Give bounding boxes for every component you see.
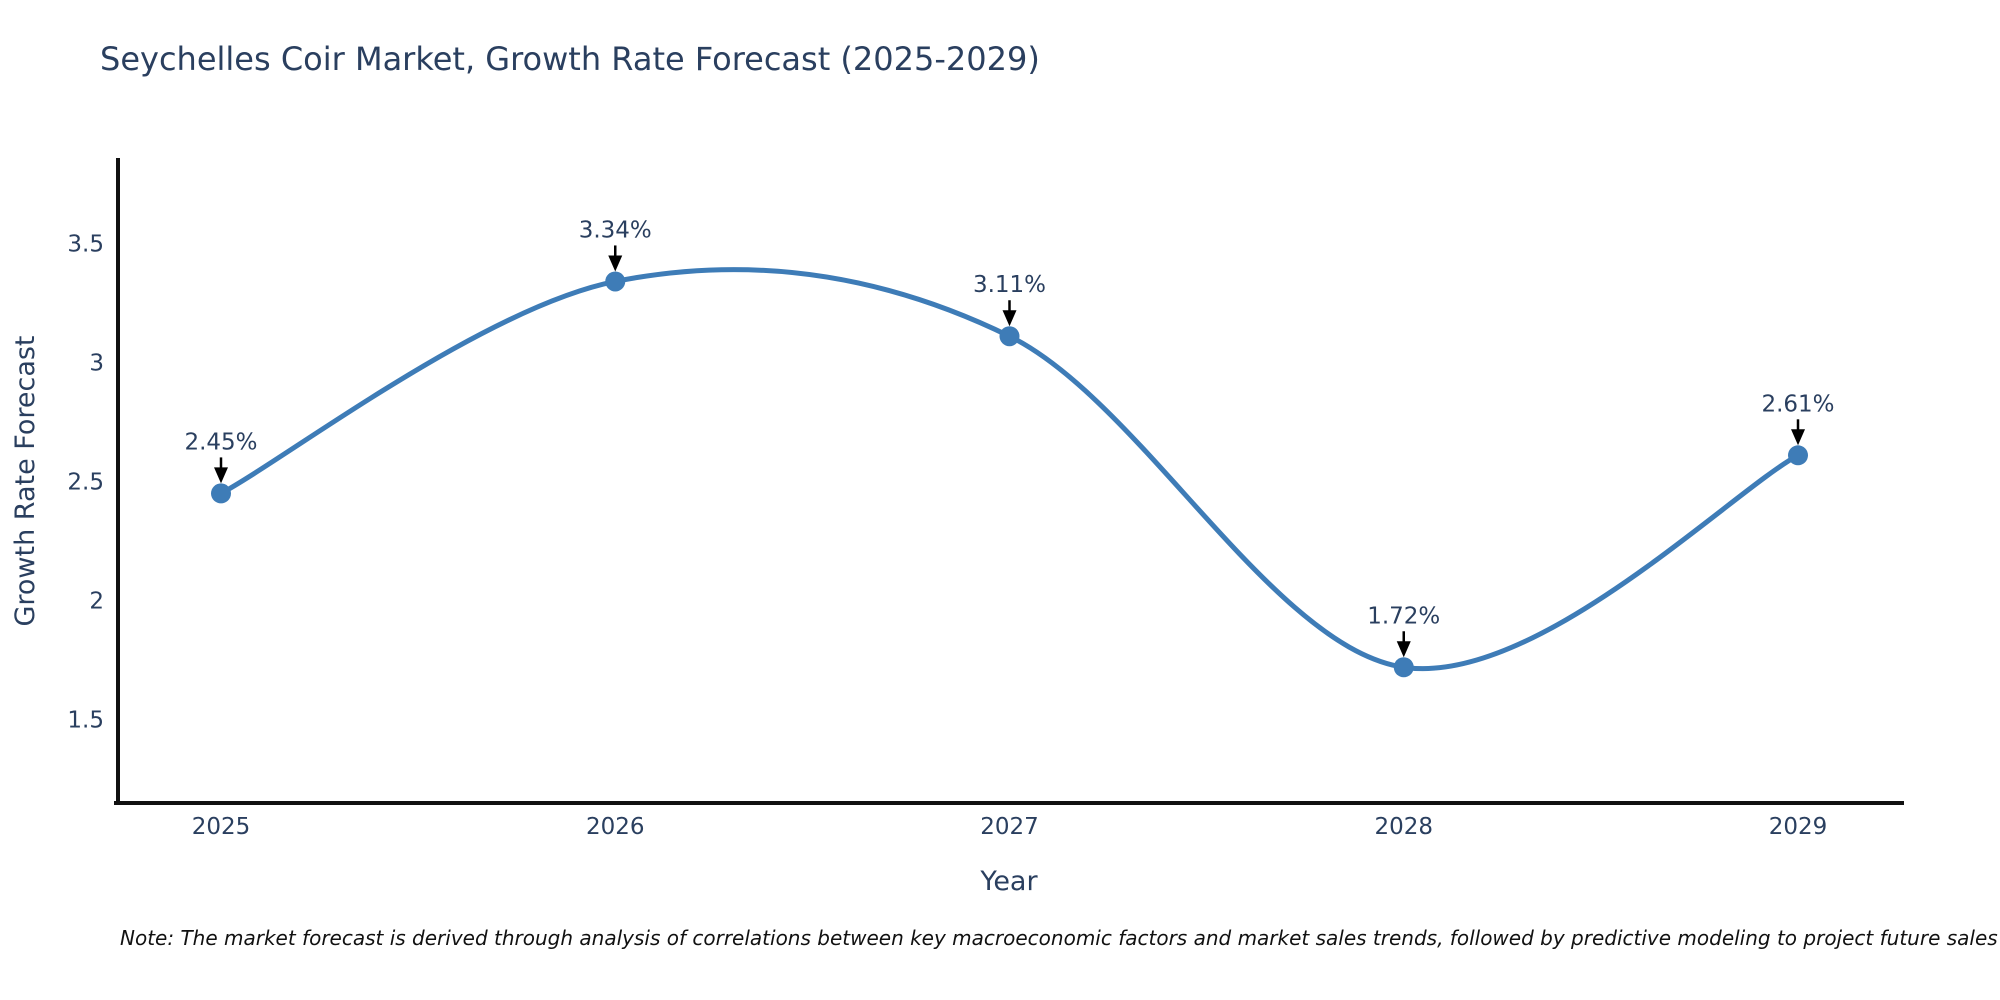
annotation-arrowhead-icon: [214, 467, 228, 484]
trend-line[interactable]: [218, 267, 1801, 672]
annotation-label: 3.11%: [973, 272, 1046, 298]
y-tick-label: 1.5: [67, 708, 104, 734]
data-point-2028[interactable]: [1393, 657, 1414, 678]
footnote: Note: The market forecast is derived thr…: [120, 926, 1998, 950]
point-annotation: 2.45%: [184, 429, 258, 484]
y-tick-label: 2.5: [67, 470, 104, 496]
annotation-arrowhead-icon: [1002, 310, 1017, 327]
annotation-label: 1.72%: [1367, 603, 1440, 629]
annotation-arrowhead-icon: [1791, 429, 1805, 446]
data-point-2027[interactable]: [999, 326, 1020, 347]
y-axis-title: Growth Rate Forecast: [10, 335, 41, 626]
x-tick-label: 2025: [192, 814, 251, 840]
x-tick-label: 2028: [1374, 814, 1433, 840]
point-annotation: 2.61%: [1761, 391, 1835, 446]
y-tick-label: 2: [89, 589, 104, 615]
series-group: [211, 267, 1808, 678]
x-tick-label: 2029: [1769, 814, 1828, 840]
annotation-arrowhead-icon: [608, 255, 623, 272]
data-point-2025[interactable]: [211, 483, 231, 504]
y-tick-label: 3: [89, 350, 104, 376]
annotation-label: 3.34%: [579, 217, 652, 243]
y-tick-label: 3.5: [67, 231, 104, 257]
x-tick-label: 2026: [586, 814, 645, 840]
data-point-2026[interactable]: [605, 271, 626, 292]
x-axis-title: Year: [979, 866, 1038, 897]
point-annotation: 3.11%: [973, 272, 1046, 327]
annotation-label: 2.45%: [184, 429, 257, 455]
annotations-group: 2.45% 3.34% 3.11% 1.72% 2.61%: [184, 217, 1835, 658]
data-point-2029[interactable]: [1788, 445, 1808, 466]
chart-title: Seychelles Coir Market, Growth Rate Fore…: [100, 40, 1040, 78]
annotation-arrowhead-icon: [1396, 641, 1411, 658]
annotation-label: 2.61%: [1761, 391, 1834, 417]
point-annotation: 3.34%: [579, 217, 652, 272]
x-tick-label: 2027: [980, 814, 1039, 840]
axes: 1.5 2 2.5 3 3.5 2025 2026 2027 2028 2029: [67, 158, 1904, 840]
point-annotation: 1.72%: [1367, 603, 1440, 658]
